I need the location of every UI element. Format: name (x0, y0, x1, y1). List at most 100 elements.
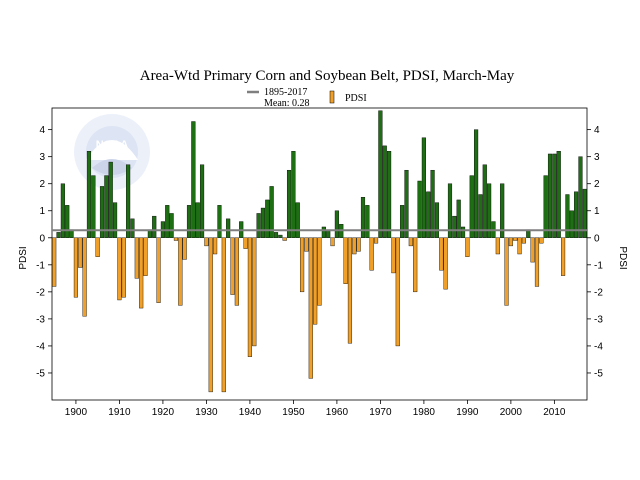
bar-1982 (430, 169, 435, 238)
bar-1971 (382, 145, 387, 238)
legend-pdsi-swatch (329, 90, 335, 104)
bar-1962 (343, 237, 348, 284)
bar-1968 (369, 237, 374, 271)
bar-1941 (252, 237, 257, 347)
bar-1957 (321, 226, 326, 238)
bar-2002 (517, 237, 522, 255)
bar-1989 (460, 226, 466, 238)
bar-1906 (99, 186, 105, 238)
bar-1979 (417, 180, 422, 238)
bar-1975 (400, 205, 405, 238)
bar-2013 (565, 194, 570, 238)
y-tick-label-left--3: -3 (36, 314, 45, 325)
bar-1935 (226, 218, 231, 238)
bar-1954 (308, 237, 313, 379)
bar-1988 (456, 199, 461, 238)
bar-1939 (243, 237, 248, 249)
bar-1999 (504, 237, 509, 306)
plot-frame (51, 107, 588, 401)
bar-1934 (221, 237, 226, 393)
x-tick-label-2010: 2010 (543, 407, 566, 418)
bars-layer (52, 110, 587, 393)
y-tick-label-right-4: 4 (594, 125, 600, 136)
bar-1927 (191, 121, 196, 238)
noaa-logo: NOAA (74, 114, 150, 190)
bar-2017 (582, 188, 587, 238)
bar-1966 (360, 197, 366, 238)
y-tick-label-right-3: 3 (594, 152, 600, 163)
x-tick-label-1990: 1990 (456, 407, 479, 418)
bar-1901 (78, 237, 83, 268)
bar-1970 (378, 110, 383, 238)
bar-1911 (121, 237, 126, 298)
legend-mean-sublabel: Mean: 0.28 (264, 98, 310, 109)
bar-1909 (112, 202, 118, 238)
y-tick-label-left-3: 3 (39, 152, 45, 163)
bar-1990 (465, 237, 470, 257)
y-tick-label-right--5: -5 (594, 368, 603, 379)
x-tick-label-1960: 1960 (326, 407, 349, 418)
y-tick-label-right--2: -2 (594, 287, 603, 298)
bar-1926 (186, 205, 192, 238)
bar-1937 (234, 237, 239, 306)
y-tick-label-right-0: 0 (594, 233, 600, 244)
bar-1955 (313, 237, 318, 325)
bar-1995 (487, 183, 492, 238)
y-tick-label-right-2: 2 (594, 179, 600, 190)
bar-1956 (317, 237, 322, 306)
bar-1946 (273, 232, 279, 238)
y-tick-label-left--2: -2 (36, 287, 45, 298)
x-tick-label-1970: 1970 (369, 407, 392, 418)
bar-2015 (574, 191, 579, 238)
bar-1987 (452, 215, 457, 238)
bar-1898 (65, 205, 70, 238)
bar-1922 (169, 213, 174, 238)
bar-2000 (508, 237, 513, 247)
bar-1903 (86, 151, 92, 238)
bar-2010 (552, 153, 557, 238)
x-tick-label-1920: 1920 (152, 407, 175, 418)
x-tick-label-1980: 1980 (413, 407, 436, 418)
bar-1940 (247, 237, 252, 357)
bar-2005 (530, 237, 535, 263)
bar-2009 (547, 153, 553, 238)
bar-2003 (521, 237, 526, 244)
bar-1897 (60, 183, 65, 238)
bar-1910 (117, 237, 122, 301)
bar-1900 (73, 237, 78, 298)
bar-1933 (217, 205, 222, 238)
y-tick-label-left--4: -4 (36, 341, 45, 352)
bar-1925 (182, 237, 187, 260)
bar-1952 (300, 237, 305, 293)
bar-1896 (56, 232, 61, 238)
bar-1914 (134, 237, 139, 279)
bar-1960 (334, 210, 339, 238)
bar-1951 (295, 202, 300, 238)
x-tick-label-1900: 1900 (65, 407, 88, 418)
bar-1964 (352, 237, 357, 255)
bar-1974 (395, 237, 400, 347)
bar-1907 (104, 175, 109, 238)
bar-1923 (173, 237, 179, 241)
bar-1976 (404, 169, 409, 238)
bar-1924 (178, 237, 183, 306)
bar-1959 (330, 237, 335, 247)
x-tick-label-2000: 2000 (500, 407, 523, 418)
y-tick-label-left-4: 4 (39, 125, 45, 136)
svg-text:NOAA: NOAA (96, 139, 128, 151)
y-tick-label-right--4: -4 (594, 341, 603, 352)
bar-1950 (291, 151, 296, 238)
bar-1908 (108, 161, 113, 238)
bar-1992 (474, 129, 479, 238)
bar-1969 (373, 237, 379, 244)
bar-1915 (139, 237, 144, 309)
bar-1983 (434, 202, 440, 238)
bar-1998 (500, 183, 505, 238)
legend-mean-label: 1895-2017 (264, 87, 307, 98)
y-tick-label-left--1: -1 (36, 260, 45, 271)
y-tick-label-right--3: -3 (594, 314, 603, 325)
bar-1913 (130, 218, 135, 238)
x-tick-label-1910: 1910 (108, 407, 131, 418)
bar-2007 (539, 237, 544, 244)
bar-1944 (265, 199, 270, 238)
